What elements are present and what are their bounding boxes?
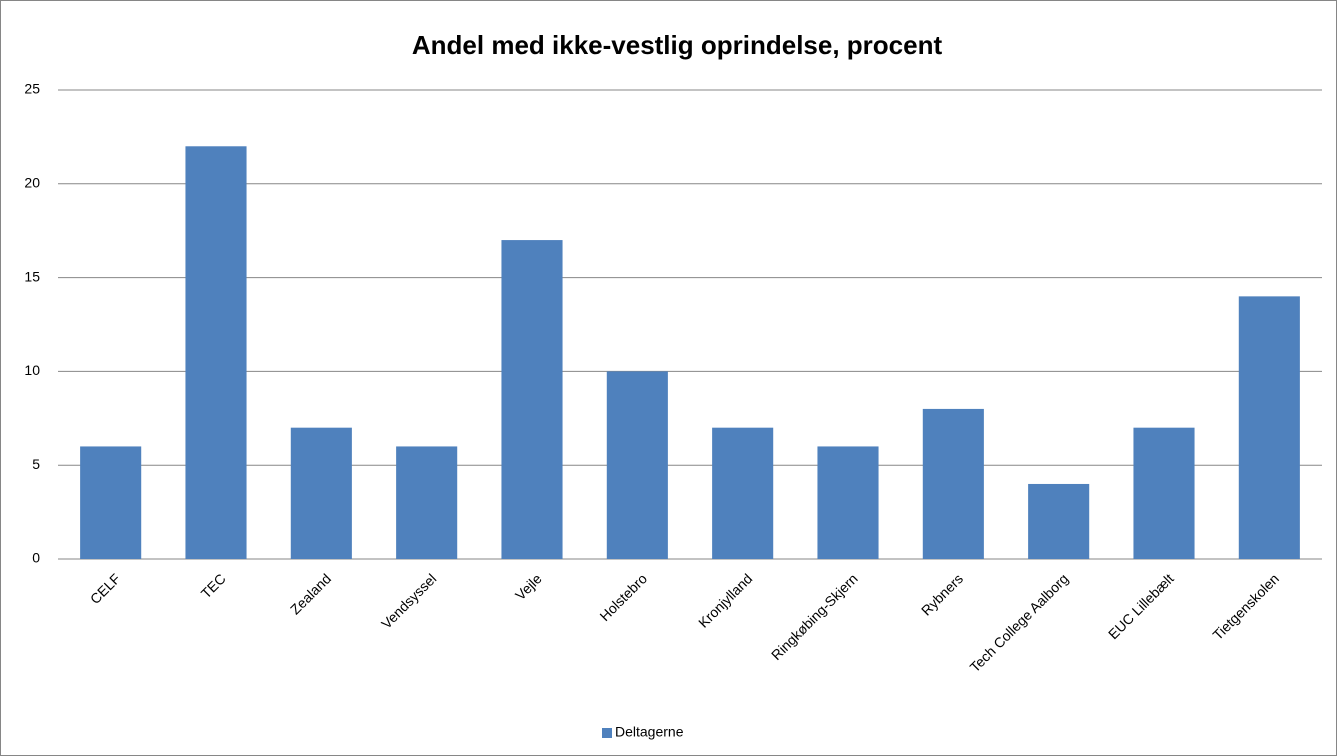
legend-label: Deltagerne <box>615 724 684 740</box>
bar <box>817 446 879 559</box>
bar <box>1028 483 1090 559</box>
bar <box>396 446 458 559</box>
bar <box>185 146 247 559</box>
bar <box>712 427 774 559</box>
y-tick-label: 20 <box>24 175 40 191</box>
bar <box>1238 296 1300 559</box>
legend-swatch <box>602 728 612 738</box>
y-tick-label: 15 <box>24 268 40 284</box>
bar <box>80 446 142 559</box>
bar <box>290 427 352 559</box>
chart-title: Andel med ikke-vestlig oprindelse, proce… <box>412 30 943 60</box>
bar <box>922 408 984 559</box>
y-tick-label: 5 <box>32 456 40 472</box>
bar <box>501 240 563 559</box>
y-tick-label: 10 <box>24 362 40 378</box>
y-tick-label: 25 <box>24 81 40 97</box>
bar <box>1133 427 1195 559</box>
y-tick-label: 0 <box>32 550 40 566</box>
bar <box>606 371 668 559</box>
